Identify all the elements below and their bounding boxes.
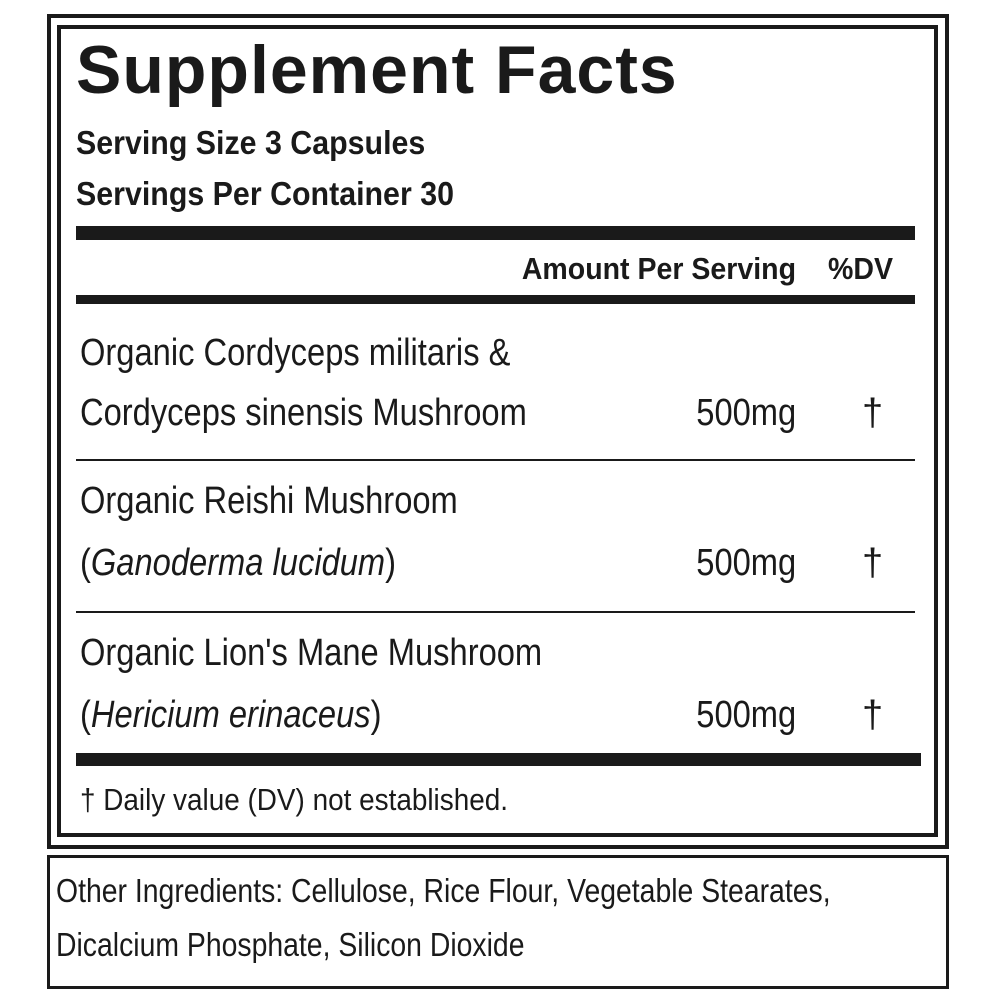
amount-header: Amount Per Serving	[521, 251, 796, 286]
other-ingredients-line1: Other Ingredients: Cellulose, Rice Flour…	[56, 872, 831, 909]
ingredient-name-line1: Organic Lion's Mane Mushroom	[80, 632, 543, 674]
ingredient-dv: †	[862, 542, 884, 584]
serving-size: Serving Size 3 Capsules	[76, 124, 426, 161]
ingredient-name-line2: (Hericium erinaceus)	[80, 696, 381, 734]
ingredient-name-line1: Organic Reishi Mushroom	[80, 480, 458, 522]
facts-inner-border	[57, 25, 938, 837]
servings-per-container: Servings Per Container 30	[76, 175, 454, 212]
paren: (	[80, 694, 91, 736]
ingredient-amount: 500mg	[696, 694, 796, 736]
ingredient-name-line2: Cordyceps sinensis Mushroom	[80, 394, 527, 432]
facts-title: Supplement Facts	[76, 32, 678, 108]
ingredient-dv: †	[862, 392, 884, 434]
row-divider	[76, 459, 915, 461]
footnote: † Daily value (DV) not established.	[80, 782, 509, 817]
ingredient-dv: †	[862, 694, 884, 736]
facts-outer-border	[47, 14, 949, 849]
header-divider	[76, 295, 915, 304]
ingredient-name-line2: (Ganoderma lucidum)	[80, 544, 396, 582]
latin-name: Hericium erinaceus	[90, 694, 371, 736]
row-divider	[76, 611, 915, 613]
ingredient-amount: 500mg	[696, 542, 796, 584]
paren: )	[385, 542, 397, 584]
ingredient-name-line1: Organic Cordyceps militaris &	[80, 332, 511, 374]
ingredient-text: Cordyceps sinensis Mushroom	[80, 392, 527, 434]
ingredient-amount: 500mg	[696, 392, 796, 434]
dv-header: %DV	[828, 251, 893, 286]
other-ingredients-line2: Dicalcium Phosphate, Silicon Dioxide	[56, 926, 525, 963]
paren: )	[370, 694, 382, 736]
latin-name: Ganoderma lucidum	[90, 542, 386, 584]
paren: (	[80, 542, 91, 584]
other-ingredients-box	[47, 855, 949, 989]
thick-divider	[76, 753, 921, 766]
thick-divider	[76, 226, 915, 240]
